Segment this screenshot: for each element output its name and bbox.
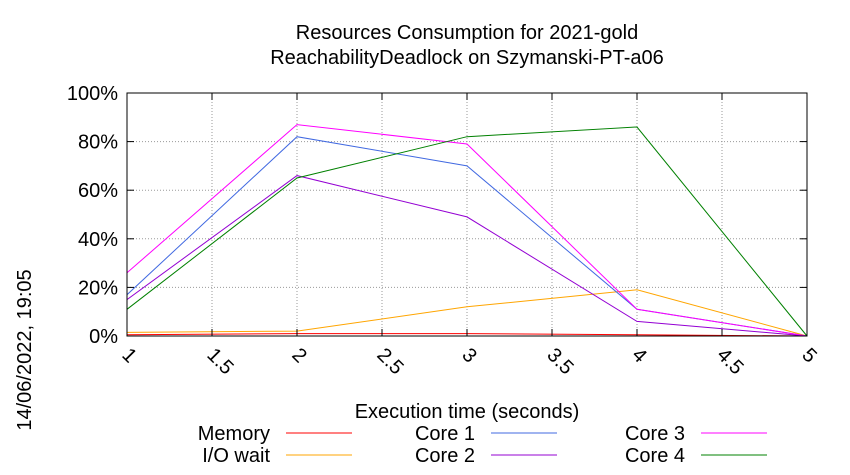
- y-tick-label: 0%: [89, 326, 118, 348]
- x-tick-label: 5: [797, 344, 820, 367]
- legend-label: Core 4: [625, 445, 685, 467]
- series-line-core-3: [126, 124, 808, 337]
- series-line-core-2: [126, 175, 808, 337]
- y-tick-label: 20%: [78, 277, 118, 299]
- legend-label: Core 2: [415, 445, 475, 467]
- grid: [127, 93, 807, 336]
- x-tick-label: 3: [457, 344, 480, 367]
- x-tick-label: 4.5: [712, 344, 747, 379]
- y-tick-label: 40%: [78, 229, 118, 251]
- x-tick-label: 1.5: [202, 344, 237, 379]
- chart-title: Resources Consumption for 2021-gold: [296, 22, 638, 44]
- legend-label: Memory: [198, 423, 270, 445]
- y-ticks: 0% 20% 40% 60% 80% 100%: [67, 83, 807, 348]
- side-timestamp: 14/06/2022, 19:05: [14, 269, 36, 430]
- legend-label: Core 1: [415, 423, 475, 445]
- x-axis-label: Execution time (seconds): [355, 401, 580, 423]
- y-tick-label: 80%: [78, 132, 118, 154]
- x-tick-label: 3.5: [542, 344, 577, 379]
- series-line-i-o-wait: [126, 289, 808, 337]
- legend-label: I/O wait: [202, 445, 270, 467]
- x-tick-label: 4: [627, 344, 650, 367]
- x-tick-label: 1: [117, 344, 140, 367]
- legend-label: Core 3: [625, 423, 685, 445]
- x-tick-label: 2: [287, 344, 310, 367]
- y-tick-label: 100%: [67, 83, 118, 105]
- series-line-core-4: [126, 126, 808, 337]
- series-lines: [126, 124, 808, 337]
- x-tick-label: 2.5: [372, 344, 407, 379]
- chart-subtitle: ReachabilityDeadlock on Szymanski-PT-a06: [270, 47, 664, 69]
- y-tick-label: 60%: [78, 180, 118, 202]
